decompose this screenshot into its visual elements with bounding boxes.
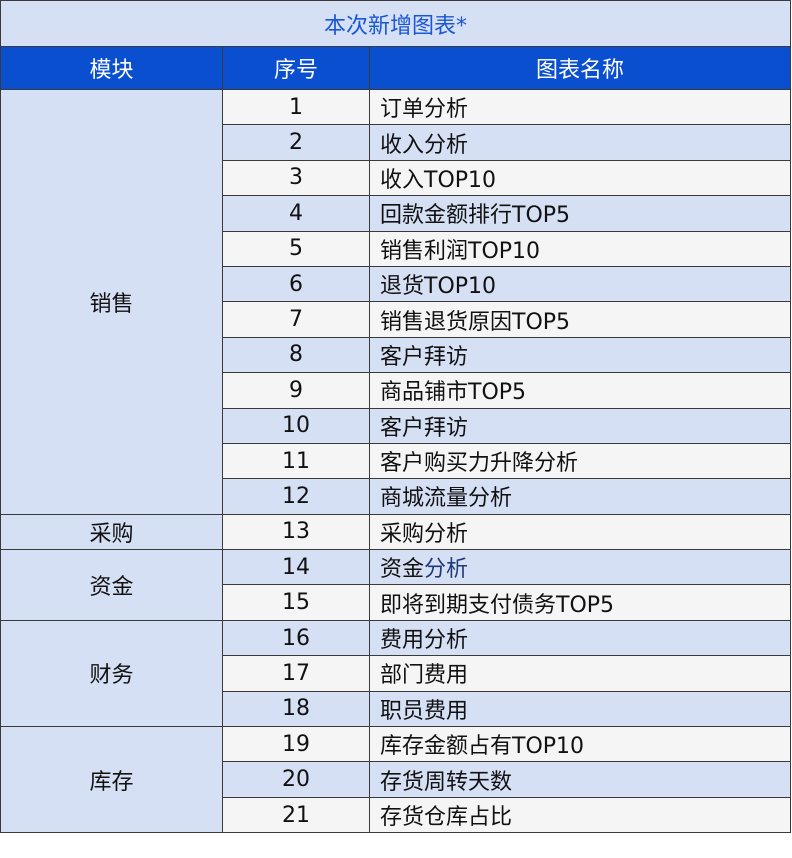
chart-name: 销售利润TOP10: [380, 238, 541, 264]
table-row: 7 销售退货原因TOP5: [1, 301, 791, 338]
chart-name: 商品铺市TOP5: [380, 380, 527, 406]
chart-name-cell: 存货周转天数: [369, 761, 791, 798]
chart-name: 库存金额占有TOP10: [380, 734, 585, 760]
table-row: 9 商品铺市TOP5: [1, 372, 791, 409]
chart-name-cell: 订单分析: [369, 88, 791, 126]
table-title: 本次新增图表*: [0, 0, 791, 47]
module-cell: 库存: [0, 726, 223, 834]
table-row: 11 客户购买力升降分析: [1, 442, 791, 480]
header-row: 模块 序号 图表名称: [0, 46, 791, 90]
chart-name-cell: 客户拜访: [369, 336, 791, 374]
index-cell: 5: [222, 230, 370, 267]
table-row: 财务 16 费用分析: [0, 619, 791, 728]
chart-name: 订单分析: [380, 97, 469, 123]
module-cell: 资金: [0, 549, 223, 621]
index-cell: 6: [222, 265, 370, 303]
chart-name-cell: 商城流量分析: [369, 478, 791, 515]
chart-name-cell: 回款金额排行TOP5: [369, 195, 791, 232]
chart-name: 退货TOP10: [380, 274, 497, 300]
table-row: 销售 1 订单分析: [0, 88, 791, 515]
table-row: 资金 14 资金分析: [0, 549, 791, 621]
chart-name: 即将到期支付债务TOP5: [380, 592, 615, 618]
index-cell: 7: [222, 301, 370, 338]
index-cell: 20: [222, 761, 370, 798]
index-cell: 8: [222, 336, 370, 374]
index-cell: 9: [222, 372, 370, 409]
chart-name: 回款金额排行TOP5: [380, 203, 571, 229]
chart-name-cell: 存货仓库占比: [369, 796, 791, 834]
index-cell: 4: [222, 195, 370, 232]
chart-name-cell: 商品铺市TOP5: [369, 372, 791, 409]
chart-name: 资金: [380, 557, 425, 583]
chart-name-cell: 退货TOP10: [369, 265, 791, 303]
chart-name-highlight: 分析: [424, 557, 469, 583]
module-cell: 销售: [0, 89, 223, 515]
chart-name: 商城流量分析: [380, 486, 513, 512]
table-row: 10 客户拜访: [1, 407, 791, 444]
table-row: 采购 13 采购分析: [0, 513, 791, 551]
table-row: 6 退货TOP10: [1, 265, 791, 303]
module-cell: 采购: [0, 513, 223, 551]
table-row: 12 商城流量分析: [1, 478, 791, 515]
chart-name-cell: 采购分析: [369, 513, 791, 551]
module-cell: 财务: [0, 619, 223, 728]
chart-name: 职员费用: [380, 698, 469, 724]
chart-name: 收入分析: [380, 132, 469, 158]
index-cell: 10: [222, 407, 370, 444]
chart-name: 存货周转天数: [380, 769, 513, 795]
chart-name-cell: 费用分析: [369, 619, 791, 657]
index-cell: 14: [222, 549, 370, 586]
index-cell: 15: [222, 584, 370, 621]
index-cell: 17: [222, 655, 370, 692]
index-cell: 11: [222, 442, 370, 480]
chart-name-cell: 职员费用: [369, 690, 791, 728]
header-name: 图表名称: [369, 46, 791, 90]
table-row: 20 存货周转天数: [1, 761, 791, 798]
index-cell: 2: [222, 124, 370, 161]
index-cell: 3: [222, 159, 370, 197]
index-cell: 13: [222, 513, 370, 551]
chart-name-cell: 即将到期支付债务TOP5: [369, 584, 791, 621]
chart-name-cell: 销售利润TOP10: [369, 230, 791, 267]
chart-name: 销售退货原因TOP5: [380, 309, 571, 335]
table-row: 21 存货仓库占比: [1, 796, 791, 834]
index-cell: 1: [222, 88, 370, 126]
chart-name-cell: 收入分析: [369, 124, 791, 161]
table-row: 库存 19 库存金额占有TOP10: [0, 726, 791, 834]
chart-list-table: 本次新增图表* 模块 序号 图表名称 销售 1 订单分析 2 收入分析 3 收入TOP10 4…: [0, 0, 791, 834]
chart-name: 客户拜访: [380, 415, 469, 441]
table-row: 2 收入分析: [1, 124, 791, 161]
chart-name: 采购分析: [380, 521, 469, 547]
chart-name: 部门费用: [380, 663, 469, 689]
index-cell: 12: [222, 478, 370, 515]
chart-name: 收入TOP10: [380, 167, 497, 193]
index-cell: 19: [222, 726, 370, 763]
index-cell: 21: [222, 796, 370, 834]
chart-name: 费用分析: [380, 628, 469, 654]
table-title-row: 本次新增图表*: [0, 0, 791, 47]
chart-name: 客户拜访: [380, 344, 469, 370]
chart-name: 存货仓库占比: [380, 805, 513, 830]
table-row: 4 回款金额排行TOP5: [1, 195, 791, 232]
table-row: 17 部门费用: [1, 655, 791, 692]
header-index: 序号: [222, 46, 370, 90]
chart-name-cell: 部门费用: [369, 655, 791, 692]
table-row: 8 客户拜访: [1, 336, 791, 374]
chart-name-cell: 客户拜访: [369, 407, 791, 444]
index-cell: 18: [222, 690, 370, 728]
chart-name-cell: 收入TOP10: [369, 159, 791, 197]
chart-name-cell: 客户购买力升降分析: [369, 442, 791, 480]
table-row: 3 收入TOP10: [1, 159, 791, 197]
chart-name: 客户购买力升降分析: [380, 451, 579, 477]
chart-name-cell: 资金分析: [369, 549, 791, 586]
table-row: 5 销售利润TOP10: [1, 230, 791, 267]
index-cell: 16: [222, 619, 370, 657]
header-module: 模块: [0, 46, 223, 90]
chart-name-cell: 库存金额占有TOP10: [369, 726, 791, 763]
chart-name-cell: 销售退货原因TOP5: [369, 301, 791, 338]
